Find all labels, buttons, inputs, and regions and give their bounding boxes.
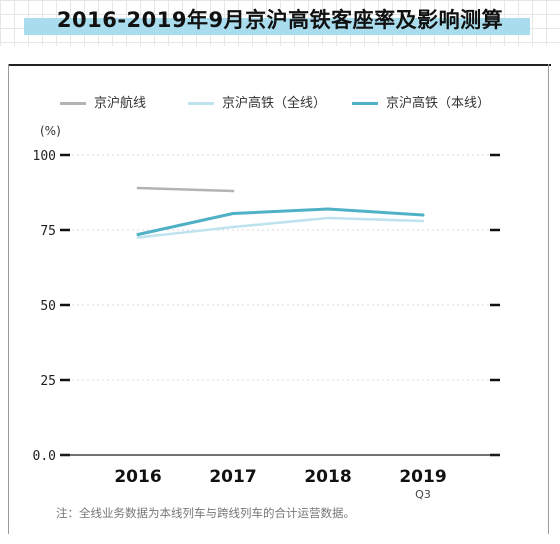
x-tick-sublabel-2019: Q3 — [415, 488, 431, 501]
series-1-point-2019 — [421, 219, 425, 223]
series-line-0 — [136, 186, 235, 193]
legend-label-full: 京沪高铁（全线） — [222, 96, 327, 111]
title-highlight-bar — [24, 18, 530, 35]
legend-label-air: 京沪航线 — [94, 96, 147, 111]
legend-swatch-air — [60, 102, 86, 105]
chart-frame-left — [8, 64, 9, 534]
x-tick-label-2016: 2016 — [114, 467, 161, 487]
legend-swatch-own — [352, 102, 378, 105]
y-tick-label-0: 100 — [33, 149, 56, 164]
y-tick-label-1: 75 — [40, 224, 56, 239]
series-2-point-2018 — [326, 207, 330, 211]
legend-swatch-full — [188, 102, 214, 105]
x-tick-label-2019: 2019 — [399, 467, 446, 487]
footnote: 注：全线业务数据为本线列车与跨线列车的合计运营数据。 — [56, 506, 355, 520]
series-2-point-2019 — [421, 213, 425, 217]
series-line-1 — [136, 216, 425, 239]
legend-item-full: 京沪高铁（全线） — [188, 92, 326, 111]
y-tick-label-2: 50 — [40, 299, 56, 314]
series-1-point-2016 — [136, 236, 140, 239]
x-tick-label-2017: 2017 — [209, 467, 256, 487]
x-tick-label-2018: 2018 — [304, 467, 351, 487]
chart-legend: 京沪航线 京沪高铁（全线） 京沪高铁（本线） — [60, 92, 520, 112]
series-0-point-2016 — [136, 186, 140, 190]
legend-item-air: 京沪航线 — [60, 92, 146, 111]
series-2-point-2017 — [231, 212, 235, 215]
legend-label-own: 京沪高铁（本线） — [386, 96, 491, 111]
series-0-point-2017 — [231, 189, 235, 193]
chart-title: 2016-2019年9月京沪高铁客座率及影响测算 — [56, 8, 504, 32]
legend-item-own: 京沪高铁（本线） — [352, 92, 490, 111]
series-1-point-2018 — [326, 216, 330, 220]
series-line-2 — [136, 207, 425, 236]
series-2-point-2016 — [136, 233, 140, 236]
y-axis-unit: (%) — [40, 124, 61, 138]
y-tick-label-4: 0.0 — [33, 449, 56, 464]
y-tick-label-3: 25 — [40, 374, 56, 389]
chart-frame-top — [8, 64, 551, 66]
series-1-point-2017 — [231, 225, 235, 229]
chart-frame-right — [548, 64, 549, 534]
title-band: 2016-2019年9月京沪高铁客座率及影响测算 — [0, 0, 560, 46]
